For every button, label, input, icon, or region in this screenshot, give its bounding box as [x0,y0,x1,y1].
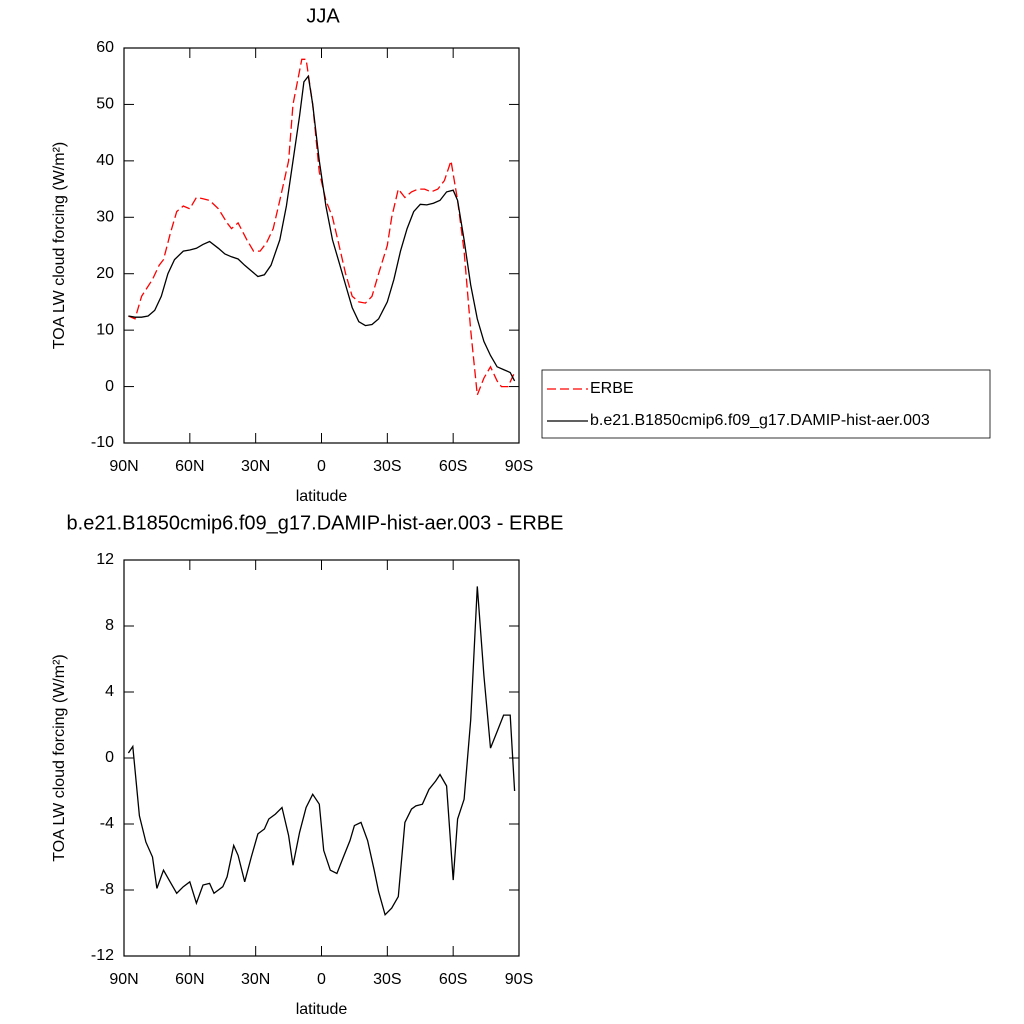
x-tick-label: 30N [241,458,270,475]
y-tick-label: 0 [105,378,114,395]
y-axis-label: TOA LW cloud forcing (W/m²) [51,142,68,349]
x-tick-label: 60S [439,971,467,988]
x-tick-label: 0 [317,971,326,988]
y-tick-label: -12 [91,947,114,964]
y-tick-label: 12 [96,551,114,568]
y-tick-label: -8 [100,881,114,898]
y-tick-label: 4 [105,683,114,700]
chart-title: JJA [306,5,340,27]
x-axis-label: latitude [296,488,348,505]
x-tick-label: 60S [439,458,467,475]
x-tick-label: 90S [505,458,533,475]
x-tick-label: 90N [109,971,138,988]
x-tick-label: 0 [317,458,326,475]
y-tick-label: 10 [96,321,114,338]
plot-frame [123,559,520,957]
x-tick-label: 30N [241,971,270,988]
legend-label: ERBE [590,380,634,397]
x-tick-label: 60N [175,971,204,988]
y-axis-label: TOA LW cloud forcing (W/m²) [51,654,68,861]
chart-title: b.e21.B1850cmip6.f09_g17.DAMIP-hist-aer.… [67,512,564,534]
series-line [127,586,516,917]
y-tick-label: 8 [105,617,114,634]
x-tick-label: 30S [373,971,401,988]
series-line [128,58,516,396]
y-tick-label: 40 [96,152,114,169]
y-tick-label: 0 [105,749,114,766]
x-tick-label: 30S [373,458,401,475]
y-tick-label: 20 [96,265,114,282]
x-tick-label: 60N [175,458,204,475]
legend-box [541,369,991,439]
x-tick-label: 90N [109,458,138,475]
y-tick-label: 50 [96,96,114,113]
y-tick-label: -4 [100,815,114,832]
legend-label: b.e21.B1850cmip6.f09_g17.DAMIP-hist-aer.… [590,412,930,429]
x-axis-label: latitude [296,1001,348,1018]
y-tick-label: 60 [96,39,114,56]
x-tick-label: 90S [505,971,533,988]
series-line [128,74,516,382]
y-tick-label: -10 [91,434,114,451]
plot-frame [123,47,520,444]
y-tick-label: 30 [96,209,114,226]
